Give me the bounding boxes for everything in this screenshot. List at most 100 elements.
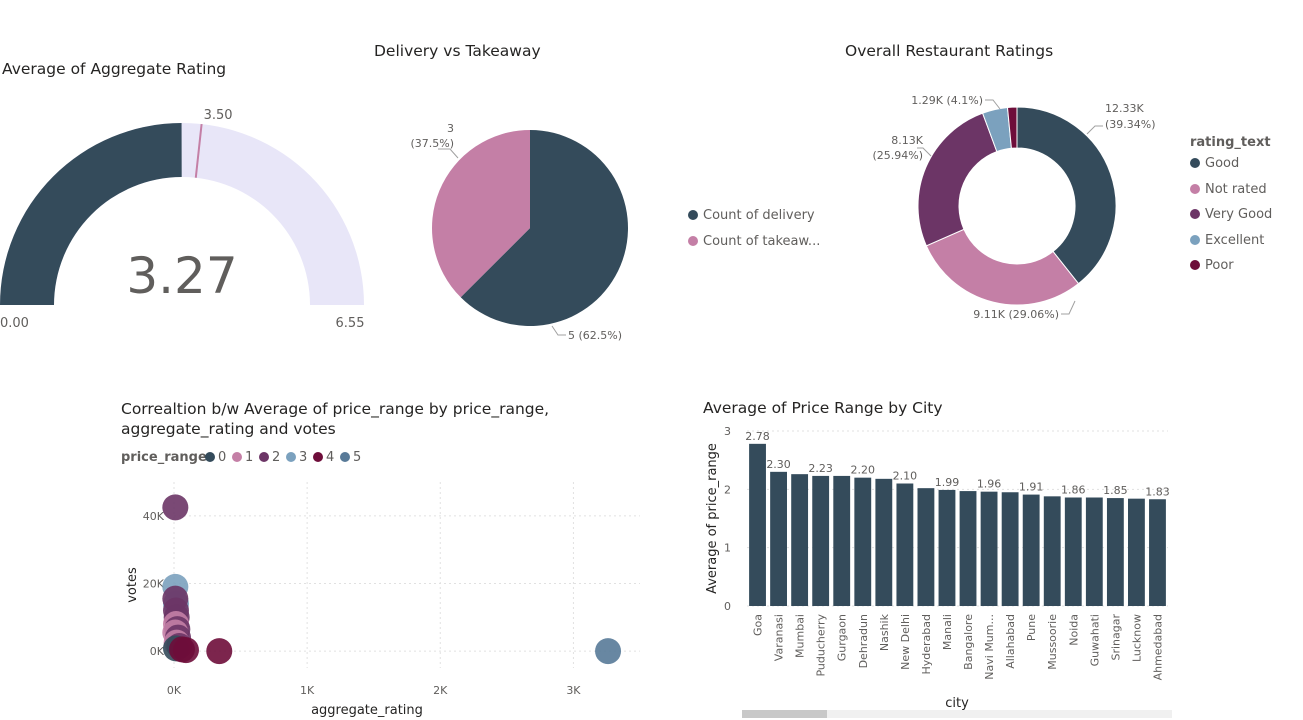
legend-dot: [1190, 209, 1200, 219]
scatter-legend-item[interactable]: 3: [286, 450, 307, 465]
bar-x-tick: Noida: [1067, 614, 1080, 646]
bar: [1022, 494, 1040, 606]
bar-data-label: 2.10: [893, 470, 918, 483]
gauge-target-label: 3.50: [204, 108, 233, 123]
donut-data-label-value: 12.33K: [1105, 102, 1144, 115]
donut-legend-item[interactable]: Not rated: [1190, 182, 1267, 197]
bar-x-tick: Guwahati: [1088, 614, 1101, 666]
bar: [833, 475, 851, 606]
bar: [980, 491, 998, 606]
bar-x-tick: Gurgaon: [836, 614, 849, 661]
donut-legend-item[interactable]: Excellent: [1190, 233, 1264, 248]
bar: [749, 443, 766, 606]
bar: [938, 489, 956, 606]
bar-scrollbar-track[interactable]: [742, 710, 1172, 718]
legend-label: 0: [218, 450, 227, 465]
donut-slice: [1006, 106, 1018, 149]
bar: [854, 477, 872, 606]
bar-data-label: 1.96: [977, 478, 1002, 491]
legend-dot: [313, 452, 323, 462]
gauge-chart: 3.27 0.00 6.55 3.50: [0, 108, 364, 331]
scatter-x-tick: 0K: [167, 684, 182, 697]
bar-x-tick: Mumbai: [794, 614, 807, 658]
scatter-x-axis-label: aggregate_rating: [311, 703, 423, 718]
bar-data-label: 1.86: [1061, 484, 1086, 497]
scatter-legend-item[interactable]: 4: [313, 450, 334, 465]
scatter-title-line2: aggregate_rating and votes: [121, 420, 336, 438]
bar-y-tick: 0: [724, 600, 731, 613]
donut-legend-item[interactable]: Poor: [1190, 258, 1234, 273]
bar-data-label: 2.30: [766, 458, 791, 471]
bar: [770, 471, 787, 606]
pie-legend-item[interactable]: Count of takeaw...: [688, 234, 820, 249]
scatter-x-tick: 1K: [300, 684, 315, 697]
donut-leader-line: [1061, 300, 1076, 315]
donut-slice: [925, 228, 1080, 306]
scatter-legend-item[interactable]: 1: [232, 450, 253, 465]
donut-slice: [1016, 106, 1117, 285]
bar-x-tick: Navi Mum...: [983, 614, 996, 680]
bar-x-tick: Puducherry: [815, 614, 828, 677]
legend-label: Not rated: [1205, 181, 1267, 197]
scatter-y-tick: 40K: [143, 510, 165, 523]
bar-x-tick: Srinagar: [1109, 614, 1122, 661]
bar-x-tick: Ahmedabad: [1151, 614, 1164, 680]
bar-data-label: 2.20: [851, 464, 876, 477]
legend-dot: [286, 452, 296, 462]
bar: [1001, 492, 1019, 606]
bar-y-tick: 2: [724, 483, 731, 496]
pie-legend-item[interactable]: Count of delivery: [688, 208, 815, 223]
pie-slice: [460, 130, 628, 326]
pie-leader-line: [551, 325, 566, 336]
donut-leader-line: [917, 147, 932, 157]
bar-y-tick: 3: [724, 425, 731, 438]
scatter-title-line1: Correaltion b/w Average of price_range b…: [121, 400, 550, 418]
bar-y-axis-label: Average of price_range: [705, 443, 720, 594]
scatter-legend-item[interactable]: 5: [340, 450, 361, 465]
scatter-legend-item[interactable]: 0: [205, 450, 226, 465]
pie-data-label: 5 (62.5%): [568, 329, 622, 342]
donut-data-label-percent: (39.34%): [1105, 118, 1156, 131]
donut-legend-title: rating_text: [1190, 135, 1271, 150]
gauge-min-label: 0.00: [0, 316, 29, 331]
bar-x-tick: New Delhi: [899, 614, 912, 670]
bar-x-tick: Lucknow: [1130, 614, 1143, 662]
scatter-chart: 0K 1K 2K 3K 0K 20K 40K aggregate_rating votes: [125, 482, 640, 718]
bar: [1128, 498, 1145, 606]
donut-leader-line: [985, 99, 1001, 110]
bar: [1106, 498, 1124, 606]
donut-slice: [917, 112, 998, 247]
bar-x-tick: Mussoorie: [1046, 614, 1059, 670]
bar-data-label: 1.83: [1145, 485, 1170, 498]
scatter-legend-title: price_range: [121, 450, 207, 465]
legend-dot: [688, 210, 698, 220]
donut-data-label: 9.11K (29.06%): [973, 308, 1059, 321]
legend-label: 5: [353, 450, 362, 465]
scatter-legend-item[interactable]: 2: [259, 450, 280, 465]
bar-x-axis-label: city: [945, 696, 969, 711]
donut-chart: 12.33K (39.34%) 9.11K (29.06%) 8.13K (25.94%…: [872, 94, 1156, 321]
scatter-point: [595, 638, 622, 665]
gauge-target-marker: [194, 123, 203, 178]
bar-data-label: 1.85: [1103, 484, 1128, 497]
bar: [917, 488, 935, 606]
bar: [1085, 497, 1103, 606]
gauge-value-label: 3.27: [126, 247, 237, 305]
bar: [791, 474, 809, 606]
donut-legend-item[interactable]: Very Good: [1190, 207, 1272, 222]
pie-leader-line: [438, 148, 459, 159]
donut-data-label: 1.29K (4.1%): [911, 94, 983, 107]
bar-scrollbar-thumb[interactable]: [742, 710, 827, 718]
bar-x-tick: Dehradun: [857, 614, 870, 668]
legend-dot: [232, 452, 242, 462]
scatter-point: [206, 638, 233, 665]
bar-x-tick: Nashik: [878, 613, 891, 651]
bar-x-tick: Goa: [752, 614, 765, 636]
legend-label: Excellent: [1205, 232, 1265, 248]
pie-title: Delivery vs Takeaway: [374, 42, 541, 60]
donut-legend-item[interactable]: Good: [1190, 156, 1239, 171]
legend-dot: [340, 452, 350, 462]
pie-chart: 5 (62.5%) 3 (37.5%): [410, 122, 628, 342]
scatter-y-axis-label: votes: [125, 567, 140, 603]
legend-label: Very Good: [1205, 207, 1273, 222]
